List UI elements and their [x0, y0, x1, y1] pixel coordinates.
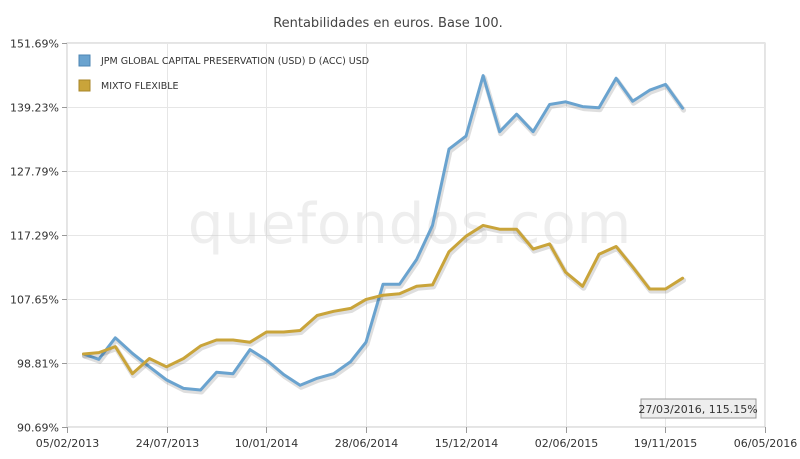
y-tick-label: 98.81%	[17, 358, 59, 371]
x-tick-label: 28/06/2014	[335, 437, 398, 450]
tooltip-box	[640, 398, 757, 419]
y-tick-label: 90.69%	[17, 422, 59, 435]
series-lines	[82, 74, 687, 395]
legend-swatch-mixto	[78, 79, 91, 92]
legend: JPM GLOBAL CAPITAL PRESERVATION (USD) D …	[78, 54, 369, 92]
x-tick-label: 24/07/2013	[136, 437, 199, 450]
value-tooltip: 27/03/2016, 115.15%	[638, 398, 758, 419]
x-tick-label: 06/05/2016	[734, 437, 797, 450]
y-tick-label: 127.79%	[10, 166, 59, 179]
y-tick-label: 151.69%	[10, 38, 59, 51]
y-tick-label: 139.23%	[10, 102, 59, 115]
series-shadow-1	[82, 75, 687, 395]
legend-label-mixto: MIXTO FLEXIBLE	[101, 81, 179, 92]
x-tick-label: 15/12/2014	[435, 437, 498, 450]
x-axis-ticks: 05/02/2013 24/07/2013 10/01/2014 28/06/2014…	[36, 427, 797, 450]
x-tick-label: 10/01/2014	[235, 437, 298, 450]
chart-title: Rentabilidades en euros. Base 100.	[273, 16, 503, 31]
series-shadow-2	[82, 224, 687, 379]
series-line-1	[82, 74, 685, 392]
x-tick-label: 19/11/2015	[634, 437, 697, 450]
legend-label-jpm: JPM GLOBAL CAPITAL PRESERVATION (USD) D …	[100, 56, 369, 67]
x-tick-label: 02/06/2015	[535, 437, 598, 450]
y-axis-ticks: 90.69% 98.81% 107.65% 117.29% 127.79% 139.23%…	[10, 38, 67, 435]
y-tick-label: 107.65%	[10, 294, 59, 307]
watermark: quefondos.com	[188, 192, 632, 257]
grid-lines	[67, 43, 766, 428]
legend-swatch-jpm	[78, 54, 91, 67]
y-tick-label: 117.29%	[10, 230, 59, 243]
tooltip-text: 27/03/2016, 115.15%	[638, 403, 757, 416]
x-tick-label: 05/02/2013	[36, 437, 99, 450]
series-line-2	[82, 223, 685, 376]
